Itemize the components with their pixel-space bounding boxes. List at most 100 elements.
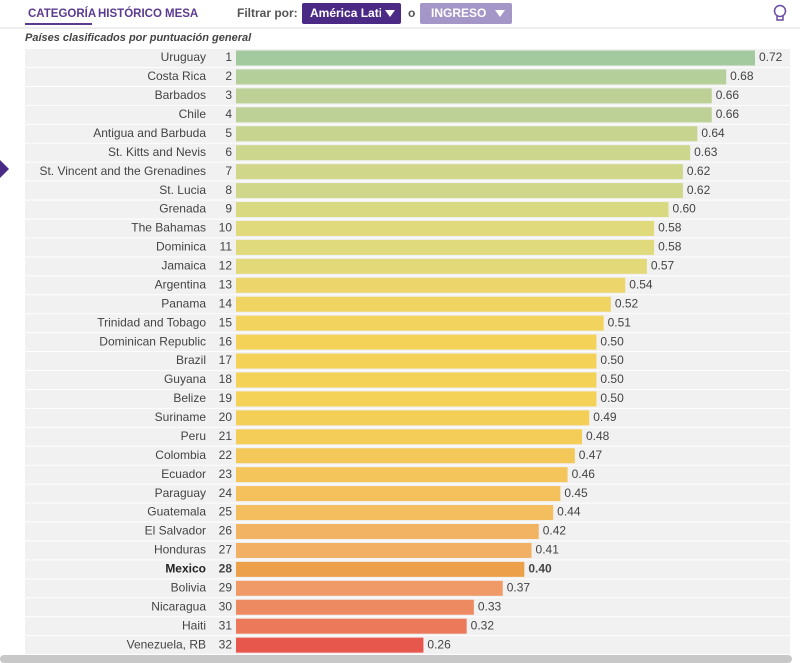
value-label: 0.40 — [528, 562, 552, 576]
rank-label: 29 — [219, 580, 233, 594]
dropdown-arrow — [495, 10, 505, 17]
tab[interactable]: MESA — [165, 8, 198, 20]
category-label: Antigua and Barbuda — [93, 126, 206, 140]
bar — [236, 50, 755, 66]
bar — [236, 239, 655, 255]
category-label: The Bahamas — [131, 221, 206, 235]
bar — [236, 145, 691, 161]
rank-label: 28 — [219, 562, 233, 576]
bar — [236, 599, 474, 615]
category-label: St. Kitts and Nevis — [108, 145, 206, 159]
category-label: Dominica — [156, 240, 206, 254]
rank-label: 30 — [219, 599, 233, 613]
bar — [236, 88, 712, 104]
category-label: Bolivia — [171, 580, 207, 594]
rank-label: 27 — [219, 543, 233, 557]
value-label: 0.46 — [572, 467, 596, 481]
connector: o — [408, 6, 415, 20]
rank-label: 17 — [219, 353, 233, 367]
value-label: 0.50 — [600, 372, 624, 386]
dropdown-text: América Latin — [310, 6, 389, 20]
value-label: 0.62 — [687, 164, 711, 178]
bar — [236, 315, 604, 331]
category-label: Belize — [173, 391, 206, 405]
bar — [236, 334, 597, 350]
category-label: Colombia — [155, 448, 206, 462]
rank-label: 15 — [219, 315, 233, 329]
rank-label: 13 — [219, 277, 233, 291]
bar — [236, 637, 424, 653]
value-label: 0.64 — [701, 126, 725, 140]
bar — [236, 258, 647, 274]
bar — [236, 542, 532, 558]
bar — [236, 618, 467, 634]
value-label: 0.66 — [716, 88, 740, 102]
bar — [236, 391, 597, 407]
value-label: 0.68 — [730, 69, 754, 83]
rank-label: 18 — [219, 372, 233, 386]
rank-label: 20 — [219, 410, 233, 424]
rank-label: 25 — [219, 505, 233, 519]
value-label: 0.52 — [615, 296, 639, 310]
value-label: 0.50 — [600, 353, 624, 367]
bar — [236, 126, 698, 142]
rank-label: 9 — [225, 202, 232, 216]
category-label: El Salvador — [145, 524, 206, 538]
tab[interactable]: HISTÓRICO — [98, 7, 162, 20]
value-label: 0.58 — [658, 240, 682, 254]
category-label: Peru — [181, 429, 206, 443]
value-label: 0.66 — [716, 107, 740, 121]
rank-label: 31 — [219, 618, 233, 632]
value-label: 0.44 — [557, 505, 581, 519]
rank-label: 14 — [219, 296, 233, 310]
value-label: 0.45 — [564, 486, 588, 500]
category-label: St. Vincent and the Grenadines — [39, 164, 206, 178]
rank-label: 32 — [219, 637, 233, 651]
value-label: 0.51 — [608, 315, 632, 329]
income-dropdown[interactable] — [420, 3, 512, 24]
region-dropdown[interactable] — [302, 3, 401, 24]
dropdown-text: INGRESO — [431, 6, 486, 20]
category-label: Argentina — [155, 277, 207, 291]
rank-label: 21 — [219, 429, 233, 443]
value-label: 0.47 — [579, 448, 603, 462]
rank-label: 2 — [225, 69, 232, 83]
category-label: Suriname — [155, 410, 207, 424]
rank-label: 19 — [219, 391, 233, 405]
category-label: Mexico — [165, 562, 206, 576]
rank-label: 12 — [219, 259, 233, 273]
bar — [236, 183, 683, 199]
rank-label: 8 — [225, 183, 232, 197]
rank-label: 11 — [220, 240, 233, 254]
rank-label: 7 — [225, 164, 232, 178]
bar — [236, 429, 582, 445]
rank-label: 22 — [219, 448, 233, 462]
value-label: 0.50 — [600, 391, 624, 405]
category-label: Costa Rica — [147, 69, 206, 83]
bar — [236, 524, 539, 539]
value-label: 0.63 — [694, 145, 718, 159]
tab[interactable]: CATEGORÍA — [28, 7, 96, 20]
category-label: Uruguay — [161, 50, 206, 64]
rank-label: 24 — [219, 486, 233, 500]
rank-label: 3 — [225, 88, 232, 102]
rank-label: 16 — [219, 334, 233, 348]
bar — [236, 448, 575, 464]
lightbulb-icon[interactable] — [773, 4, 787, 21]
scrollbar[interactable] — [0, 655, 792, 663]
bar — [236, 410, 590, 426]
category-label: Grenada — [159, 202, 206, 216]
value-label: 0.33 — [478, 599, 502, 613]
category-label: Honduras — [154, 543, 206, 557]
value-label: 0.58 — [658, 221, 682, 235]
rank-label: 4 — [225, 107, 232, 121]
bar — [236, 353, 597, 369]
category-label: Nicaragua — [151, 599, 206, 613]
category-label: Panama — [161, 296, 206, 310]
value-label: 0.37 — [507, 580, 531, 594]
category-label: Guyana — [164, 372, 206, 386]
category-label: Jamaica — [161, 259, 206, 273]
value-label: 0.60 — [673, 202, 697, 216]
rank-label: 26 — [219, 524, 233, 538]
